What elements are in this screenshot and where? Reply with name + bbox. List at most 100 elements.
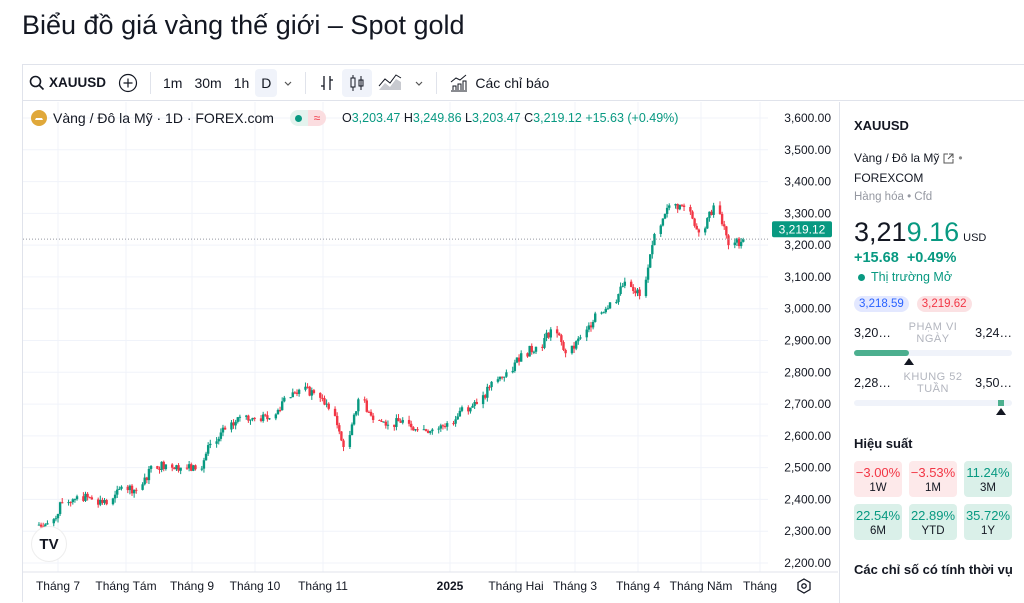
performance-title: Hiệu suất xyxy=(854,436,913,451)
candle-body xyxy=(555,329,559,334)
external-link-icon[interactable] xyxy=(943,153,954,164)
chart-widget: XAUUSD 1m 30m 1h D Các chỉ báo Tháng 7 Th… xyxy=(22,64,1024,603)
candle-body xyxy=(335,415,339,426)
candle-body xyxy=(710,211,713,215)
candle-body xyxy=(348,435,352,447)
indicators-button[interactable]: Các chỉ báo xyxy=(443,69,555,97)
day-range: 3,20… PHẠM VI NGÀY 3,24… xyxy=(854,321,1012,345)
candle-body xyxy=(467,407,470,412)
candles-button[interactable] xyxy=(342,68,373,97)
interval-d[interactable]: D xyxy=(255,68,278,97)
candle-body xyxy=(634,290,637,294)
candle-body xyxy=(422,429,426,431)
candle-body xyxy=(665,207,669,214)
candle-body xyxy=(695,225,698,230)
candle-body xyxy=(297,389,301,394)
area-chart-button[interactable] xyxy=(372,69,408,97)
candle-body xyxy=(541,346,544,348)
performance-value: 22.54% xyxy=(855,508,901,523)
x-tick-label: Tháng 11 xyxy=(298,579,348,593)
price-main: 3,21 xyxy=(854,217,907,247)
candle-body xyxy=(718,205,722,215)
candle-body xyxy=(515,357,519,363)
performance-6m[interactable]: 22.54% 6M xyxy=(854,504,902,540)
candle-body xyxy=(572,345,576,349)
performance-3m[interactable]: 11.24% 3M xyxy=(964,461,1012,497)
candle-body xyxy=(209,443,212,446)
y-tick-label: 2,200.00 xyxy=(784,556,831,570)
candle-body xyxy=(549,329,552,338)
divider xyxy=(150,71,152,94)
symbol-search-button[interactable]: XAUUSD xyxy=(23,69,112,97)
interval-1h[interactable]: 1h xyxy=(233,74,250,91)
performance-1m[interactable]: −3.53% 1M xyxy=(909,461,957,497)
interval-1m[interactable]: 1m xyxy=(163,74,183,91)
candle-body xyxy=(735,238,739,243)
y-tick-label: 2,300.00 xyxy=(784,524,831,538)
candle-body xyxy=(528,345,531,357)
candle-body xyxy=(217,438,220,442)
chart-type-dropdown[interactable] xyxy=(408,69,430,97)
candle-body xyxy=(513,362,517,371)
interval-30m[interactable]: 30m xyxy=(194,74,222,91)
candle-body xyxy=(519,353,523,362)
candle-body xyxy=(135,489,138,491)
candle-body xyxy=(407,419,411,424)
candle-body xyxy=(646,267,650,280)
exchange[interactable]: FOREXCOM xyxy=(854,171,924,185)
price-chart[interactable]: Tháng 7 Tháng Tám Tháng 9 Tháng 10 Tháng 11 2… xyxy=(23,102,838,603)
day-range-bar xyxy=(854,350,1012,365)
candle-body xyxy=(490,381,493,388)
chart-canvas[interactable]: Tháng 7 Tháng Tám Tháng 9 Tháng 10 Tháng 11 2… xyxy=(23,102,838,603)
candle-body xyxy=(706,218,709,229)
seasonal-title: Các chỉ số có tính thời vụ xyxy=(854,562,1013,577)
chart-legend: Vàng / Đô la Mỹ · 1D · FOREX.com ≈ O3,20… xyxy=(31,110,678,126)
candle-body xyxy=(608,302,612,309)
candle-body xyxy=(338,425,341,432)
candle-body xyxy=(393,424,396,427)
candle-body xyxy=(219,432,223,439)
candle-body xyxy=(574,341,578,349)
interval-dropdown[interactable] xyxy=(277,69,299,97)
y-tick-label: 2,400.00 xyxy=(784,492,831,506)
candle-body xyxy=(323,398,326,405)
candle-body xyxy=(629,281,633,287)
settings-icon[interactable] xyxy=(796,578,812,594)
candle-body xyxy=(264,414,267,416)
candle-body xyxy=(71,499,75,503)
x-tick-label: Tháng 9 xyxy=(170,579,214,593)
candle-body xyxy=(585,329,588,338)
x-tick-label: Tháng 10 xyxy=(230,579,281,593)
x-tick-label: Tháng Tám xyxy=(95,579,156,593)
candle-body xyxy=(126,486,129,491)
candle-body xyxy=(177,465,180,471)
candle-body xyxy=(251,417,254,420)
candle-body xyxy=(340,431,343,441)
candle-body xyxy=(456,416,459,420)
performance-1w[interactable]: −3.00% 1W xyxy=(854,461,902,497)
performance-value: −3.00% xyxy=(855,465,901,480)
candle-body xyxy=(278,410,282,412)
symbol-label: XAUUSD xyxy=(49,75,107,90)
candle-body xyxy=(88,497,91,499)
compare-button[interactable] xyxy=(112,69,144,97)
candle-body xyxy=(245,415,248,417)
performance-ytd[interactable]: 22.89% YTD xyxy=(909,504,957,540)
candle-body xyxy=(143,477,146,485)
candle-body xyxy=(310,390,313,396)
performance-value: 35.72% xyxy=(965,508,1011,523)
candle-body xyxy=(481,395,485,405)
performance-1y[interactable]: 35.72% 1Y xyxy=(964,504,1012,540)
performance-value: 22.89% xyxy=(910,508,956,523)
candle-body xyxy=(689,207,692,212)
candle-body xyxy=(720,214,724,225)
candle-body xyxy=(587,325,591,330)
bar-chart-button[interactable] xyxy=(312,69,342,97)
performance-period: 1W xyxy=(869,482,887,494)
market-status-toggle[interactable]: ≈ xyxy=(289,110,326,126)
y-tick-label: 2,700.00 xyxy=(784,397,831,411)
candle-body xyxy=(378,419,381,422)
candle-body xyxy=(56,513,60,519)
y-tick-label: 3,100.00 xyxy=(784,270,831,284)
